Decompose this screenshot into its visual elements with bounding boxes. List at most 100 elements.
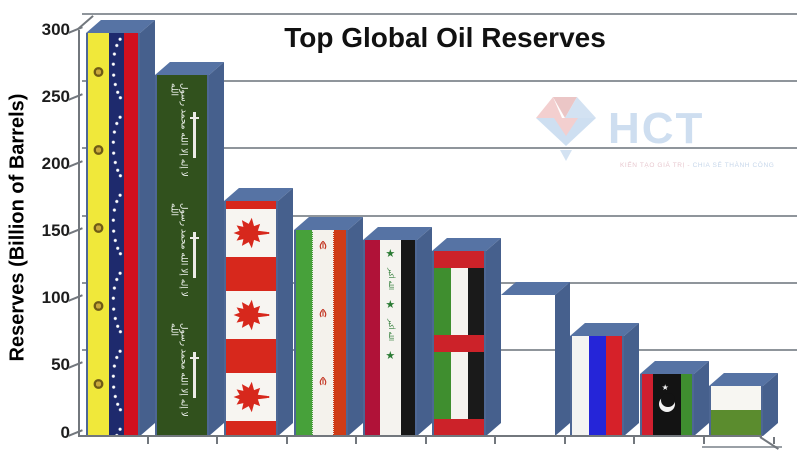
x-tick: [216, 437, 218, 444]
saudi-sword-icon: [190, 112, 199, 158]
iraq-takbir-script: الله أكبر: [386, 268, 395, 290]
watermark-brand: HCT: [608, 104, 705, 153]
bar-side-face: [693, 360, 709, 436]
y-tick: [68, 361, 83, 369]
uae-green-stripe: [434, 352, 451, 419]
uae-tile: [434, 251, 484, 335]
bar-russia: [570, 322, 640, 436]
venezuela-red-stripe: [124, 33, 138, 436]
iraq-takbir-script: الله أكبر: [386, 318, 395, 341]
gridline-300: [82, 13, 797, 15]
iraq-white-stripe: ★ الله أكبر ★ الله أكبر ★: [379, 240, 401, 436]
bar-canada: [224, 187, 294, 436]
iran-emblem-icon: [319, 240, 326, 250]
russia-white-stripe: [572, 336, 590, 436]
y-tick: [68, 160, 83, 168]
uae-black-stripe: [468, 268, 484, 335]
saudi-shahada-script: لا إله إلا الله محمد رسول الله: [168, 203, 189, 297]
saudi-shahada-script: لا إله إلا الله محمد رسول الله: [168, 323, 189, 417]
libya-green-stripe: [680, 374, 692, 436]
x-tick: [494, 437, 496, 444]
bar-side-face: [624, 322, 640, 436]
iran-emblem-icon: [319, 308, 326, 318]
bar-iran: [293, 216, 363, 436]
y-tick: [68, 294, 83, 302]
y-tick: [68, 93, 83, 101]
iraq-star-icon: ★: [385, 247, 396, 260]
bar-iraq: ★ الله أكبر ★ الله أكبر ★: [362, 226, 432, 436]
floor-3d-edge: [759, 436, 779, 450]
x-tick: [147, 437, 149, 444]
x-axis-line: [78, 435, 762, 437]
iraq-red-stripe: [364, 240, 380, 436]
canada-white-panel: [226, 373, 277, 421]
flag-venezuela: [86, 33, 140, 436]
canada-red-band: [226, 339, 277, 373]
bar-side-face: [140, 19, 155, 437]
iran-red-stripe: [332, 230, 346, 436]
uae-tile: [434, 419, 484, 436]
canada-red-band: [226, 257, 277, 291]
libya-black-stripe: ★: [652, 374, 681, 436]
russia-red-stripe: [606, 336, 623, 436]
x-tick: [286, 437, 288, 444]
x-tick: [355, 437, 357, 444]
uae-white-stripe: [451, 352, 468, 419]
floor-edge: [702, 446, 782, 448]
y-axis-line: [78, 30, 80, 436]
iran-white-stripe: [312, 230, 333, 436]
watermark-tagline: KIẾN TẠO GIÁ TRỊ - CHIA SẺ THÀNH CÔNG: [620, 162, 774, 169]
saudi-tile: لا إله إلا الله محمد رسول الله: [157, 75, 207, 195]
gridline-250: [82, 80, 797, 82]
bar-side-face: [347, 216, 363, 436]
uae-red-band: [434, 419, 484, 436]
maple-leaf-icon: [233, 299, 270, 331]
flag-uae: [432, 251, 486, 436]
iran-green-stripe: [295, 230, 313, 436]
bar-uae: [432, 237, 501, 436]
flag-nigeria: [708, 386, 763, 436]
canada-white-panel: [226, 209, 277, 257]
flag-saudi-arabia: لا إله إلا الله محمد رسول الله لا إله إل…: [155, 75, 210, 436]
flag-russia: [570, 336, 625, 436]
libya-red-stripe: [641, 374, 653, 436]
y-tick-label-250: 250: [41, 87, 70, 106]
flag-libya: ★: [639, 374, 694, 436]
saudi-tile: لا إله إلا الله محمد رسول الله: [157, 315, 207, 435]
canada-red-band: [226, 421, 277, 436]
venezuela-yellow-stripe: [88, 33, 109, 436]
y-tick-label-100: 100: [41, 288, 70, 307]
watermark: HCT KIẾN TẠO GIÁ TRỊ - CHIA SẺ THÀNH CÔN…: [534, 94, 774, 169]
uae-stripes: [434, 268, 484, 335]
y-tick-label-150: 150: [41, 221, 70, 240]
bar-side-face: [209, 61, 225, 437]
canada-red-band: [226, 201, 277, 209]
x-tick: [773, 437, 775, 444]
y-tick-label-0: 0: [60, 423, 70, 442]
saudi-sword-icon: [190, 232, 199, 278]
x-tick: [633, 437, 635, 444]
iraq-star-icon: ★: [385, 297, 396, 311]
uae-green-stripe: [434, 268, 451, 335]
y-tick: [68, 227, 83, 235]
y-tick-label-300: 300: [41, 20, 70, 39]
bar-kuwait: [501, 281, 571, 436]
y-tick-label-50: 50: [51, 355, 70, 374]
maple-leaf-icon: [233, 217, 270, 249]
iraq-black-stripe: [400, 240, 415, 436]
nigeria-green-band: [710, 410, 761, 436]
x-tick: [425, 437, 427, 444]
uae-black-stripe: [468, 352, 484, 419]
diamond-logo-icon: [536, 97, 596, 161]
saudi-sword-icon: [190, 352, 199, 398]
bar-side-face: [278, 187, 294, 436]
canada-white-panel: [226, 291, 277, 339]
bar-side-face: [555, 281, 571, 436]
watermark-tagline-right: CHIA SẺ THÀNH CÔNG: [692, 162, 775, 169]
x-tick: [564, 437, 566, 444]
bar-nigeria: [708, 372, 778, 436]
nigeria-white-band: [710, 386, 761, 410]
libya-star-icon: ★: [661, 383, 669, 392]
uae-stripes: [434, 352, 484, 419]
